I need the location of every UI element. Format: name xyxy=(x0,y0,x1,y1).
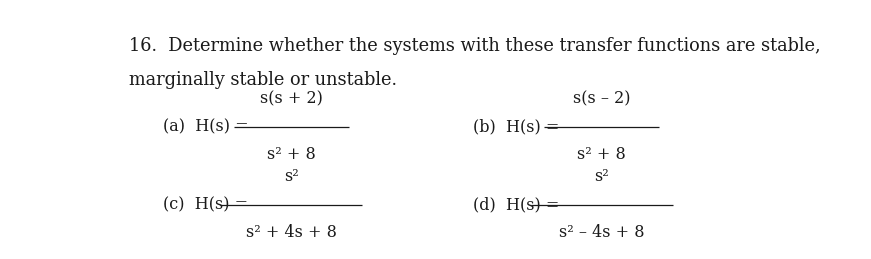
Text: (d)  H(s) =: (d) H(s) = xyxy=(474,196,560,213)
Text: s²: s² xyxy=(594,168,609,185)
Text: s² + 4s + 8: s² + 4s + 8 xyxy=(246,224,336,241)
Text: s² – 4s + 8: s² – 4s + 8 xyxy=(559,224,645,241)
Text: s² + 8: s² + 8 xyxy=(267,146,315,163)
Text: (c)  H(s) =: (c) H(s) = xyxy=(163,196,248,213)
Text: marginally stable or unstable.: marginally stable or unstable. xyxy=(129,71,397,89)
Text: (a)  H(s) =: (a) H(s) = xyxy=(163,118,248,135)
Text: s²: s² xyxy=(284,168,299,185)
Text: s(s + 2): s(s + 2) xyxy=(260,90,322,107)
Text: (b)  H(s) =: (b) H(s) = xyxy=(474,118,560,135)
Text: 16.  Determine whether the systems with these transfer functions are stable,: 16. Determine whether the systems with t… xyxy=(129,37,820,55)
Text: s(s – 2): s(s – 2) xyxy=(573,90,631,107)
Text: s² + 8: s² + 8 xyxy=(577,146,626,163)
